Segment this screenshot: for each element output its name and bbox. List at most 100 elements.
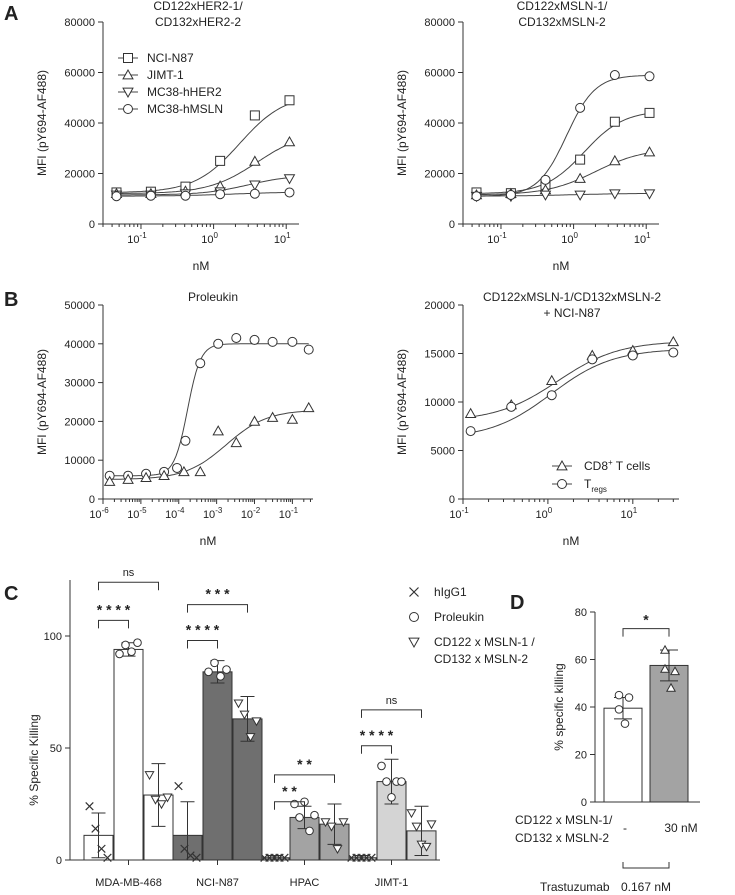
data-point [643,146,656,157]
data-point [284,187,295,198]
panel-label-b: B [4,289,18,311]
data-point [145,190,156,201]
significance-label: * * * * [186,621,220,637]
data-point [624,693,634,702]
data-point [471,191,482,202]
data-point [669,666,681,676]
data-point [406,809,417,819]
data-point [212,425,225,436]
x-axis-label: nM [563,534,580,548]
data-point [644,107,655,118]
x-tick-exponent: -1 [291,506,299,515]
data-point [280,853,289,862]
data-point [249,334,260,345]
x-tick-label: 10-1 [487,231,507,246]
chart-title: CD132xMSLN-2 [518,15,606,29]
legend-label: MC38-hHER2 [147,85,222,99]
data-point [245,733,256,742]
y-axis-label: MFI (pY694-AF488) [35,349,49,455]
data-point [295,813,304,822]
legend-marker [557,479,567,489]
data-point [150,795,161,805]
x-tick-label: 10-5 [127,506,147,521]
significance-bracket [622,628,670,637]
x-tick-base: 10 [487,234,499,246]
data-point [421,842,432,852]
y-tick-label: 40 [575,702,587,714]
data-point [249,180,261,191]
fit-curve [116,191,290,197]
legend-label: Proleukin [434,610,484,624]
error-bar [180,801,195,861]
x-tick-exponent: -4 [177,506,185,515]
data-point [587,354,598,365]
data-point [546,390,557,401]
data-point [122,473,134,484]
y-tick-label: 20000 [424,169,455,181]
fit-curve [116,177,290,196]
significance-label: * [643,612,649,628]
x-tick-base: 10 [201,234,213,246]
data-point [668,347,679,358]
data-point [643,189,656,200]
data-point [251,717,262,727]
y-tick-label: 10000 [424,397,455,409]
data-point [609,154,621,166]
data-point [248,415,261,426]
x-tick-label: 101 [274,231,291,246]
data-point [249,188,260,199]
data-point [215,155,226,166]
data-point [464,407,477,418]
legend-text: T [584,477,592,491]
data-point [574,190,586,201]
error-bar [91,812,106,859]
data-point [267,336,278,347]
data-point [231,332,242,343]
data-point [539,190,552,201]
chart-title: Proleukin [188,290,238,304]
legend-marker [122,69,134,80]
x-tick-exponent: -1 [500,231,508,240]
x-axis-label: nM [553,259,570,273]
legend-marker [123,53,133,63]
chart-title: CD122xMSLN-1/ [517,0,608,13]
data-point [180,844,189,854]
chart-d: 0 20 40 60 80 % specific killing * CD122 x MSLN… [515,607,700,894]
fit-curve [116,103,290,193]
data-point [249,110,260,121]
row-label: CD132 x MSLN-2 [515,831,609,845]
chart-c: 0 50 100 % Specific Killing MDA-MB-468 NCI-N8… [27,567,535,889]
x-tick-label: 100 [561,231,578,246]
data-point [397,777,406,786]
data-point [213,338,224,349]
significance-label: * * * [205,586,230,602]
data-point [614,705,624,714]
data-point [283,135,296,147]
data-point [266,411,279,422]
x-tick-base: 10 [127,234,139,246]
y-tick-label: 20 [575,750,587,762]
category-label: NCI-N87 [196,877,239,889]
y-tick-label: 40000 [64,339,95,351]
legend-label: hIgG1 [434,585,467,599]
legend-marker [556,460,568,471]
data-point [338,818,349,828]
data-point [115,649,124,659]
x-tick-base: 10 [449,509,461,521]
data-point [283,174,296,185]
data-point [97,844,106,854]
data-point [387,792,396,802]
row-value: - [623,821,627,835]
legend-marker [409,587,419,597]
legend-label: JIMT-1 [147,68,184,82]
data-point [665,682,677,692]
data-point [158,469,170,481]
data-point [192,853,201,862]
x-axis-label: nM [193,259,210,273]
row-bracket [622,862,670,869]
significance-bracket [187,604,248,613]
data-point [287,336,298,347]
data-point [195,358,206,369]
y-tick-label: 30000 [64,378,95,390]
